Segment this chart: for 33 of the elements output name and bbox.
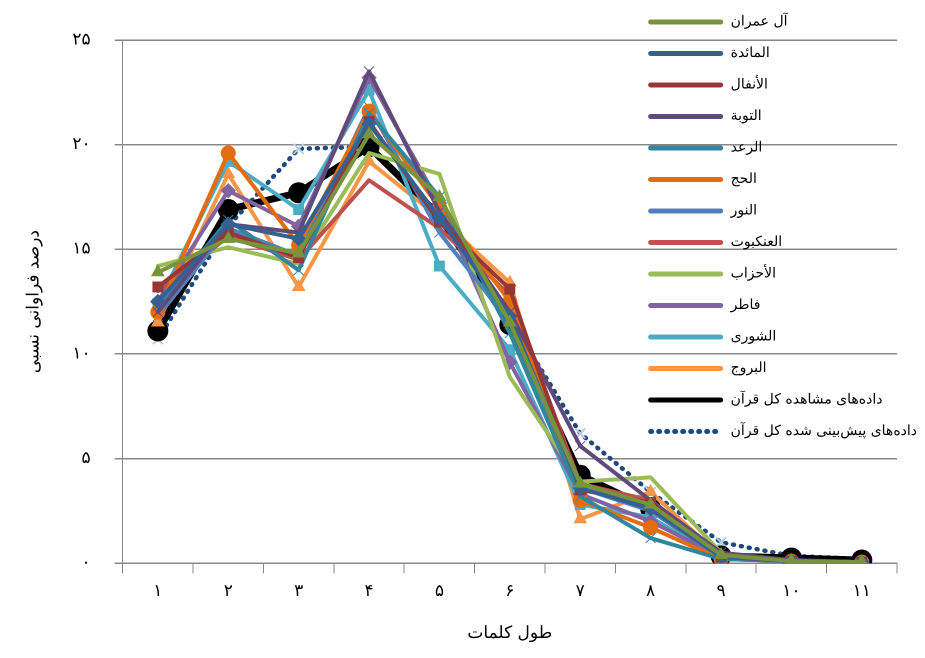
x-tick-label: ۱ [153,580,162,601]
x-tick-label: ۲ [224,580,233,601]
legend-label: النور [730,202,758,219]
x-tick-label: ۴ [364,580,374,601]
x-tick-label: ۶ [505,580,514,601]
legend-label: الشوری [730,328,776,345]
legend-label: داده‌های پیش‌بینی شده کل قرآن [730,421,918,440]
x-tick-label: ۷ [576,580,585,601]
legend-label: المائدة [730,45,770,62]
y-axis-title: درصد فراوانی نسبی [24,230,44,374]
legend-label: الأحزاب [730,264,776,282]
legend-label: التوبة [730,108,762,124]
y-tick-label: ۵ [82,448,91,468]
legend-label: الحج [730,171,757,188]
x-tick-label: ۱۰ [782,580,801,601]
x-tick-label: ۵ [434,580,444,601]
y-tick-label: ۲۵ [72,29,91,50]
y-tick-label: ۱۵ [72,238,91,259]
legend-label: داده‌های مشاهده کل قرآن [730,390,882,408]
x-tick-label: ۸ [646,580,656,601]
y-tick-label: ۲۰ [72,134,91,154]
legend-label: الرعد [730,140,762,156]
y-tick-label: ۰ [82,552,91,573]
x-tick-label: ۱۱ [852,580,871,601]
x-axis-title: طول کلمات [467,623,552,644]
y-tick-label: ۱۰ [72,343,91,364]
legend-label: العنکبوت [730,234,782,250]
x-tick-label: ۳ [294,580,304,601]
legend-label: آل عمران [730,12,789,30]
x-tick-label: ۹ [716,580,726,601]
legend-label: الأنفال [730,74,768,93]
legend-label: البروج [730,360,767,376]
legend-label: فاطر [730,297,760,314]
